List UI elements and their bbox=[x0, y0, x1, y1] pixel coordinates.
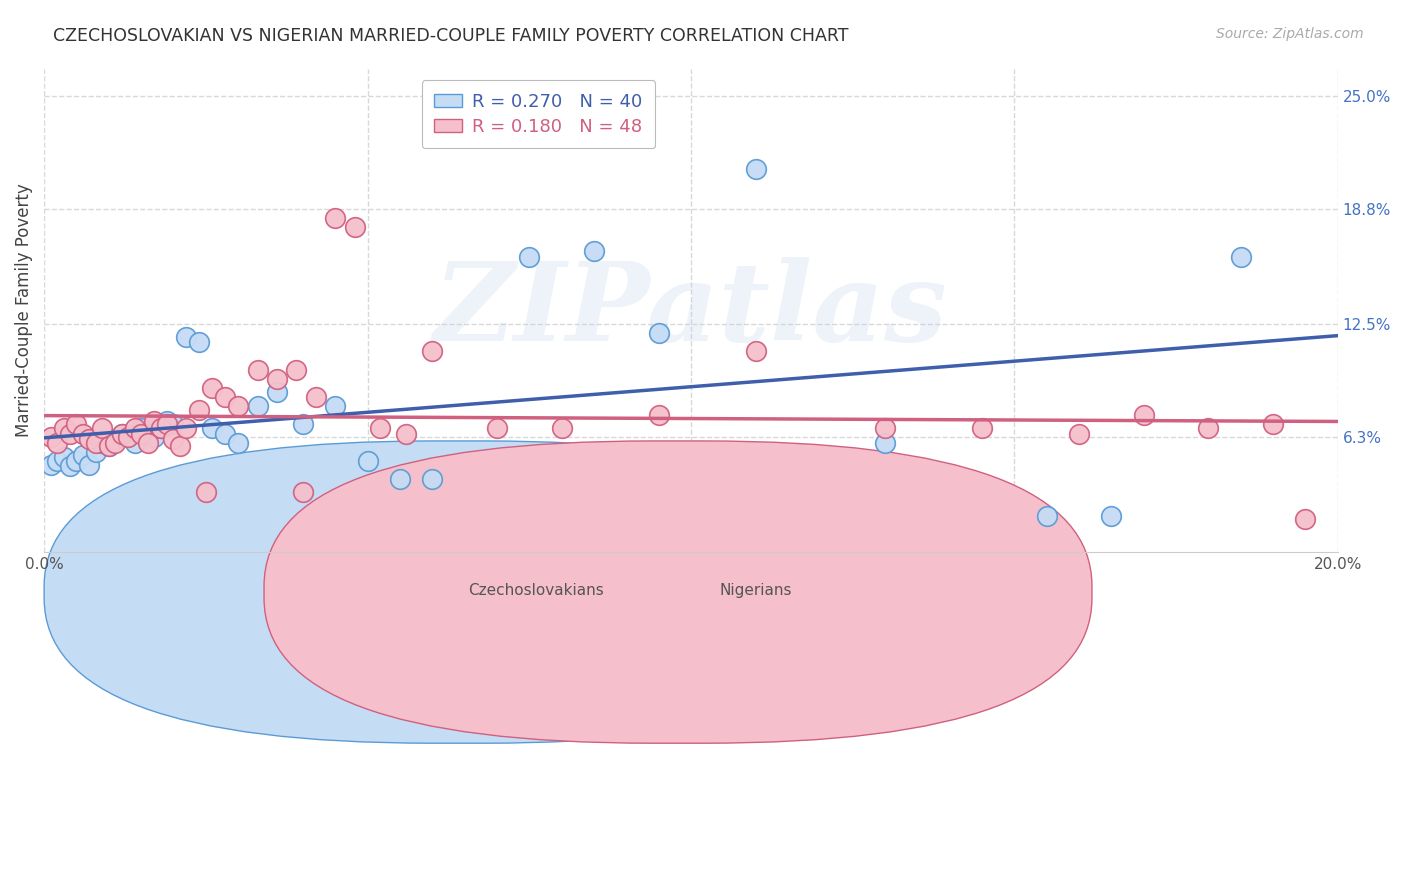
Point bbox=[117, 430, 139, 444]
Point bbox=[79, 432, 101, 446]
Point bbox=[156, 414, 179, 428]
Text: Nigerians: Nigerians bbox=[720, 583, 792, 599]
Point bbox=[647, 409, 669, 423]
Point bbox=[59, 459, 82, 474]
Point bbox=[136, 426, 159, 441]
Point bbox=[582, 244, 605, 258]
Point bbox=[201, 421, 224, 435]
Point bbox=[46, 454, 69, 468]
Point bbox=[370, 421, 392, 435]
Point bbox=[143, 414, 166, 428]
Point bbox=[1099, 508, 1122, 523]
Point bbox=[550, 421, 572, 435]
Point bbox=[84, 435, 107, 450]
FancyBboxPatch shape bbox=[44, 441, 872, 743]
Point bbox=[46, 435, 69, 450]
Point bbox=[104, 435, 127, 450]
Point bbox=[39, 458, 62, 472]
Point bbox=[194, 485, 217, 500]
Point bbox=[52, 450, 75, 465]
Point bbox=[305, 390, 328, 404]
Point bbox=[136, 435, 159, 450]
Point bbox=[291, 485, 314, 500]
Text: Source: ZipAtlas.com: Source: ZipAtlas.com bbox=[1216, 27, 1364, 41]
Point bbox=[970, 421, 993, 435]
Point bbox=[111, 426, 134, 441]
Point bbox=[162, 432, 184, 446]
Point bbox=[129, 421, 152, 435]
FancyBboxPatch shape bbox=[264, 441, 1092, 743]
Point bbox=[91, 435, 114, 450]
Point bbox=[124, 421, 146, 435]
Point bbox=[323, 211, 346, 226]
Point bbox=[323, 399, 346, 413]
Point bbox=[1261, 417, 1284, 432]
Point bbox=[39, 430, 62, 444]
Point bbox=[104, 432, 127, 446]
Point bbox=[485, 421, 508, 435]
Point bbox=[79, 458, 101, 472]
Legend: R = 0.270   N = 40, R = 0.180   N = 48: R = 0.270 N = 40, R = 0.180 N = 48 bbox=[422, 80, 655, 148]
Point bbox=[226, 399, 249, 413]
Point bbox=[149, 421, 172, 435]
Point bbox=[117, 430, 139, 444]
Point bbox=[188, 335, 211, 350]
Point bbox=[1229, 250, 1251, 264]
Point bbox=[388, 472, 411, 486]
Y-axis label: Married-Couple Family Poverty: Married-Couple Family Poverty bbox=[15, 184, 32, 437]
Point bbox=[285, 362, 308, 376]
Point bbox=[97, 439, 120, 453]
Point bbox=[84, 444, 107, 458]
Text: ZIPatlas: ZIPatlas bbox=[434, 257, 948, 364]
Point bbox=[356, 454, 378, 468]
Point bbox=[266, 384, 288, 399]
Point bbox=[343, 220, 366, 235]
Point bbox=[176, 421, 198, 435]
Point bbox=[1197, 421, 1219, 435]
Point bbox=[188, 402, 211, 417]
Point bbox=[517, 250, 540, 264]
Point bbox=[395, 426, 418, 441]
Point bbox=[72, 449, 94, 463]
Point bbox=[744, 161, 766, 176]
Point bbox=[246, 362, 269, 376]
Point bbox=[1132, 409, 1154, 423]
Point bbox=[129, 426, 152, 441]
Point bbox=[1294, 512, 1316, 526]
Point bbox=[169, 439, 191, 453]
Point bbox=[647, 326, 669, 341]
Point bbox=[201, 381, 224, 395]
Point bbox=[420, 472, 443, 486]
Point bbox=[873, 421, 896, 435]
Text: Czechoslovakians: Czechoslovakians bbox=[468, 583, 603, 599]
Point bbox=[111, 426, 134, 441]
Point bbox=[65, 454, 87, 468]
Point bbox=[59, 426, 82, 441]
Point bbox=[1067, 426, 1090, 441]
Text: CZECHOSLOVAKIAN VS NIGERIAN MARRIED-COUPLE FAMILY POVERTY CORRELATION CHART: CZECHOSLOVAKIAN VS NIGERIAN MARRIED-COUP… bbox=[53, 27, 849, 45]
Point bbox=[143, 430, 166, 444]
Point bbox=[744, 344, 766, 359]
Point bbox=[246, 399, 269, 413]
Point bbox=[873, 435, 896, 450]
Point bbox=[124, 435, 146, 450]
Point bbox=[214, 390, 236, 404]
Point bbox=[52, 421, 75, 435]
Point bbox=[149, 421, 172, 435]
Point bbox=[226, 435, 249, 450]
Point bbox=[214, 426, 236, 441]
Point bbox=[91, 421, 114, 435]
Point bbox=[156, 417, 179, 432]
Point bbox=[291, 417, 314, 432]
Point bbox=[65, 417, 87, 432]
Point bbox=[266, 372, 288, 386]
Point bbox=[162, 417, 184, 432]
Point bbox=[176, 330, 198, 344]
Point bbox=[72, 426, 94, 441]
Point bbox=[420, 344, 443, 359]
Point bbox=[1035, 508, 1057, 523]
Point bbox=[97, 439, 120, 453]
